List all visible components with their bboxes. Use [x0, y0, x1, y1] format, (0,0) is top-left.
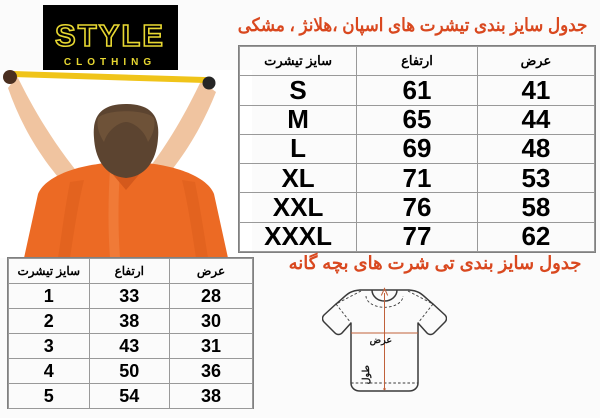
- svg-text:STYLE: STYLE: [55, 18, 165, 53]
- svg-text:CLOTHING: CLOTHING: [64, 57, 156, 68]
- svg-text:طول: طول: [361, 365, 372, 385]
- svg-text:عرض: عرض: [370, 335, 393, 346]
